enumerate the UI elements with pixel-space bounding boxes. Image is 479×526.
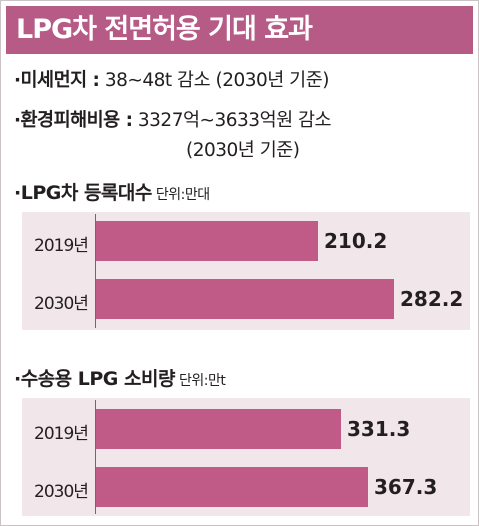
chart1-title: ·LPG차 등록대수 단위:만대	[14, 178, 210, 205]
chart2-bar-2030	[96, 467, 368, 507]
chart1-bar-2030	[96, 279, 394, 319]
chart2-value-2019: 331.3	[347, 417, 411, 441]
chart1-value-2019: 210.2	[324, 229, 388, 253]
chart2-category-2030: 2030년	[34, 482, 89, 502]
chart2-unit: 단위:만t	[178, 373, 226, 389]
chart1-bar-2019	[96, 221, 318, 261]
effect-fine-dust: ·미세먼지 : 38∼48t 감소 (2030년 기준)	[14, 66, 329, 92]
infographic-title: LPG차 전면허용 기대 효과	[16, 14, 313, 45]
effect-fine-dust-value: 38∼48t 감소 (2030년 기준)	[104, 70, 330, 91]
effect-fine-dust-label: ·미세먼지 :	[14, 70, 100, 91]
chart1-axis-line	[95, 214, 96, 328]
chart1-value-2030: 282.2	[400, 287, 464, 311]
title-bar: LPG차 전면허용 기대 효과	[6, 6, 473, 54]
effect-env-cost-label: ·환경피해비용 :	[14, 110, 133, 131]
chart2-title-text: ·수송용 LPG 소비량	[14, 368, 175, 390]
effect-env-cost: ·환경피해비용 : 3327억∼3633억원 감소	[14, 106, 332, 132]
chart1-title-text: ·LPG차 등록대수	[14, 182, 152, 204]
chart2-title: ·수송용 LPG 소비량 단위:만t	[14, 364, 226, 391]
effect-env-cost-note: (2030년 기준)	[186, 140, 300, 161]
effect-env-cost-value: 3327억∼3633억원 감소	[137, 110, 332, 131]
chart2-bar-2019	[96, 409, 341, 449]
chart1-unit: 단위:만대	[155, 187, 210, 203]
chart1-category-2030: 2030년	[34, 294, 89, 314]
chart2-value-2030: 367.3	[374, 475, 438, 499]
chart2-axis-line	[95, 400, 96, 514]
chart2-category-2019: 2019년	[34, 424, 89, 444]
chart1-category-2019: 2019년	[34, 236, 89, 256]
